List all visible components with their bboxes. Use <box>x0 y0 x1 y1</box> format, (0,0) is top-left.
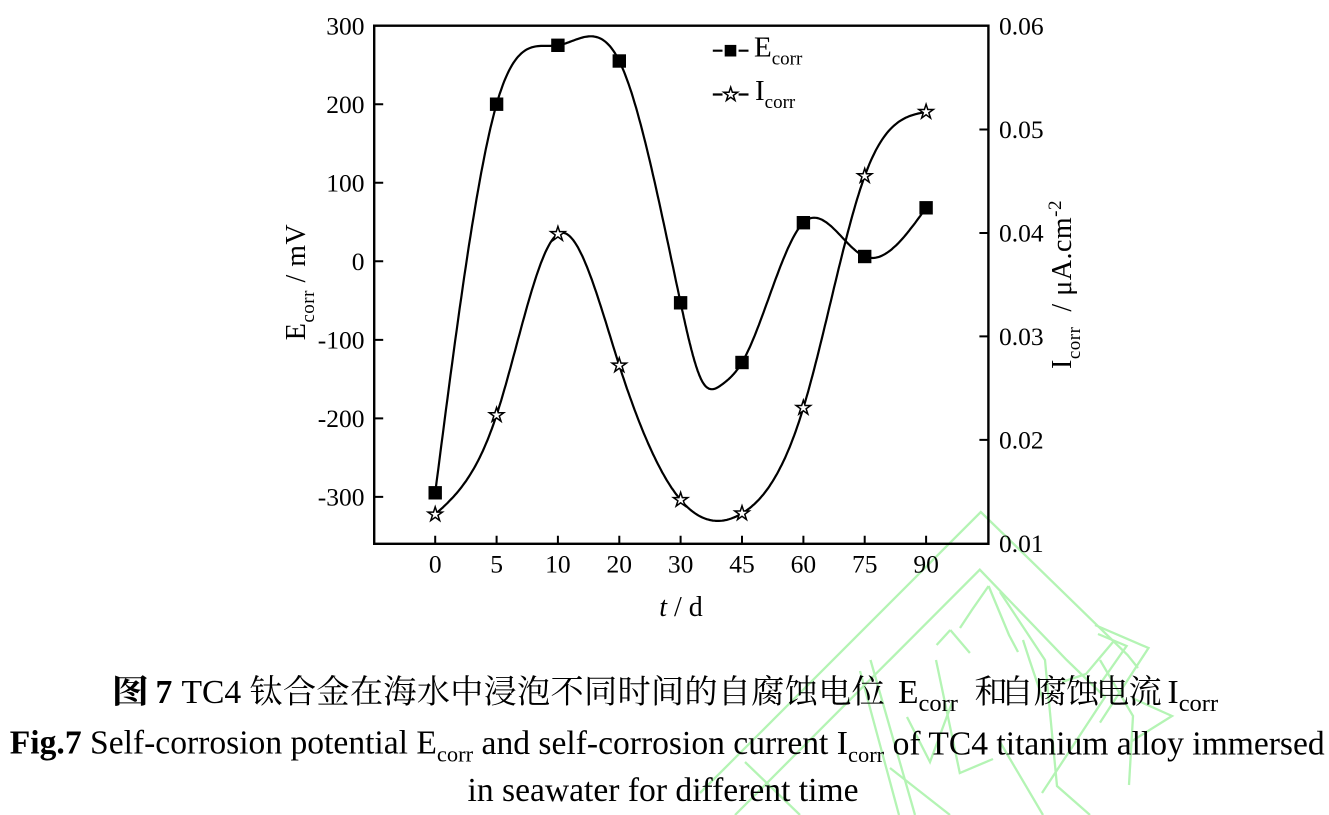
svg-text:300: 300 <box>326 11 364 40</box>
svg-text:20: 20 <box>607 550 633 579</box>
svg-text:Icorr: Icorr <box>755 75 796 113</box>
svg-text:90: 90 <box>913 550 939 579</box>
svg-text:t / d: t / d <box>659 592 703 623</box>
svg-text:10: 10 <box>545 550 571 579</box>
svg-text:Icorr: Icorr <box>1168 674 1219 717</box>
svg-text:Ecorr: Ecorr <box>754 31 803 69</box>
svg-text:0.06: 0.06 <box>999 12 1044 41</box>
svg-text:0: 0 <box>429 550 442 579</box>
svg-text:Ecorr / mV: Ecorr / mV <box>281 224 319 340</box>
svg-text:45: 45 <box>729 550 755 579</box>
svg-text:0.05: 0.05 <box>999 115 1044 144</box>
svg-text:Fig.7 Self-corrosion potential: Fig.7 Self-corrosion potential Ecorr and… <box>10 725 1325 768</box>
svg-text:7: 7 <box>156 674 173 711</box>
svg-text:in seawater for different time: in seawater for different time <box>468 772 859 809</box>
svg-text:60: 60 <box>791 550 817 579</box>
svg-text:75: 75 <box>852 550 878 579</box>
svg-text:0.04: 0.04 <box>999 219 1044 248</box>
svg-text:0.03: 0.03 <box>999 322 1044 351</box>
svg-text:TC4: TC4 <box>182 674 242 711</box>
svg-text:0.01: 0.01 <box>999 529 1044 558</box>
svg-text:-300: -300 <box>318 483 365 512</box>
svg-text:0.02: 0.02 <box>999 426 1044 455</box>
svg-text:5: 5 <box>490 550 503 579</box>
svg-text:Ecorr: Ecorr <box>898 674 958 717</box>
svg-text:-100: -100 <box>318 326 365 355</box>
svg-text:-200: -200 <box>318 404 365 433</box>
svg-text:Icorr / μA.cm-2: Icorr / μA.cm-2 <box>1045 200 1085 369</box>
svg-text:0: 0 <box>352 247 365 276</box>
svg-text:200: 200 <box>326 90 364 119</box>
svg-text:100: 100 <box>326 169 364 198</box>
svg-text:30: 30 <box>668 550 694 579</box>
